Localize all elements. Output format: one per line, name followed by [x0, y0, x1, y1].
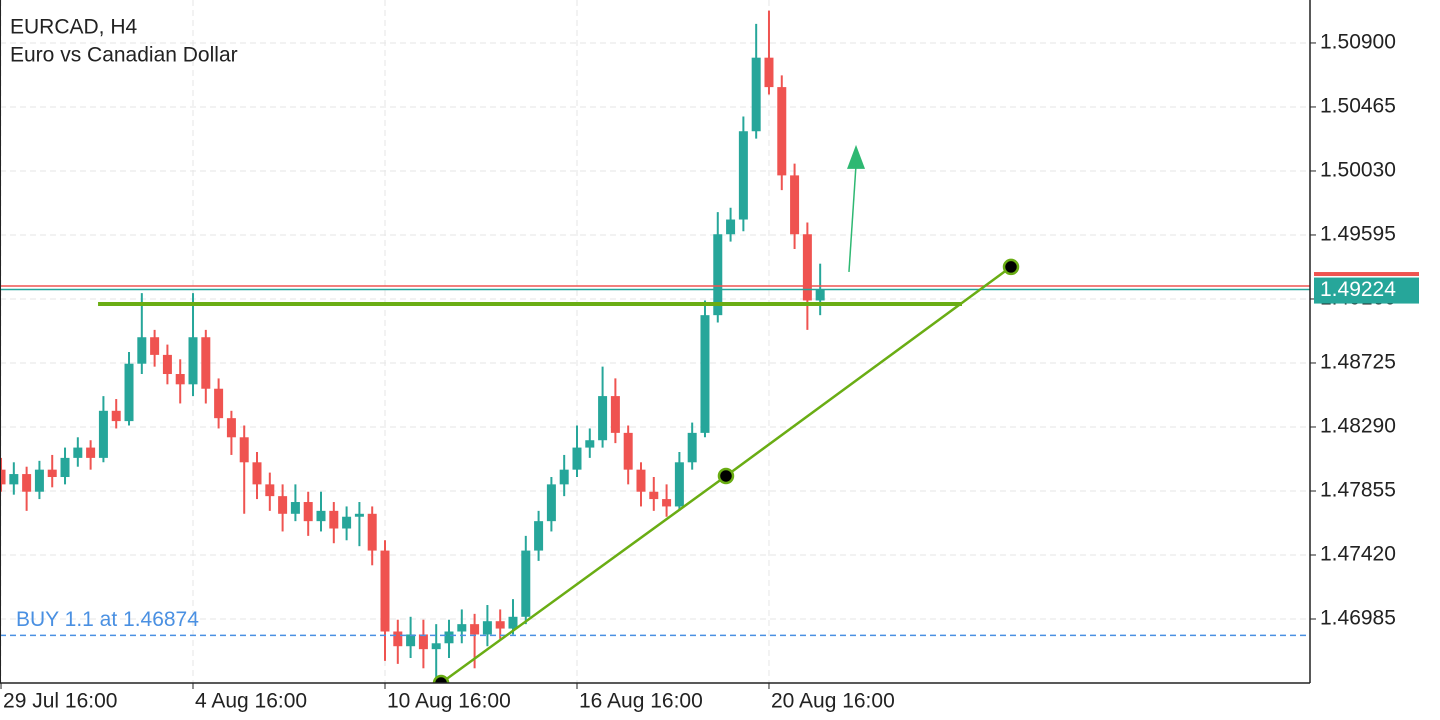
candle-body: [585, 440, 595, 448]
y-tick-label: 1.50030: [1320, 159, 1396, 182]
candle-body: [546, 484, 556, 522]
candle-body: [354, 513, 364, 517]
candle-body: [303, 502, 313, 522]
y-tick-label: 1.48290: [1320, 415, 1396, 438]
candle-body: [700, 315, 710, 433]
candle-body: [649, 491, 659, 500]
candle-body: [713, 234, 723, 316]
candle-body: [431, 643, 441, 650]
candle-body: [751, 57, 761, 132]
arrow-shaft: [848, 164, 857, 272]
trendline-anchor: [1002, 258, 1020, 276]
candle-body: [9, 474, 19, 485]
x-tick-label: 20 Aug 16:00: [771, 690, 895, 713]
trendline-anchor: [717, 467, 735, 485]
candle-body: [290, 502, 300, 514]
candle-body: [726, 219, 736, 235]
y-tick-label: 1.49595: [1320, 223, 1396, 246]
y-tick-label: 1.50900: [1320, 31, 1396, 54]
candle-body: [534, 521, 544, 551]
candle-body: [252, 462, 262, 485]
candle-body: [367, 513, 377, 551]
candle-body: [265, 484, 275, 497]
candle-body: [815, 289, 825, 301]
candle-body: [687, 432, 697, 463]
candle-body: [802, 234, 812, 301]
candle-body: [278, 496, 288, 514]
y-tick-label: 1.48725: [1320, 351, 1396, 374]
plot-area: [0, 10, 1310, 683]
candle-body: [470, 624, 480, 635]
candle-body: [0, 469, 6, 485]
trendline-anchor: [432, 674, 450, 683]
candle-body: [521, 550, 531, 617]
symbol-title: EURCAD, H4: [10, 16, 138, 39]
ask-tag: [1314, 272, 1419, 277]
candle-body: [22, 474, 32, 492]
x-tick-label: 4 Aug 16:00: [195, 690, 307, 713]
candle-body: [214, 388, 224, 419]
x-tick-label: 10 Aug 16:00: [387, 690, 511, 713]
symbol-description: Euro vs Canadian Dollar: [10, 44, 238, 67]
candle-body: [380, 550, 390, 632]
candle-body: [162, 354, 172, 375]
candle-body: [406, 634, 416, 647]
y-tick-label: 1.50465: [1320, 95, 1396, 118]
arrow-head: [847, 144, 866, 169]
candle-body: [777, 87, 787, 176]
candle-body: [559, 469, 569, 485]
candle-body: [623, 432, 633, 470]
candle-body: [572, 447, 582, 470]
candle-body: [636, 469, 646, 492]
candle-body: [47, 469, 57, 478]
candle-body: [662, 499, 672, 507]
candle-body: [342, 516, 352, 529]
candle-body: [610, 396, 620, 433]
candle-body: [393, 631, 403, 647]
candle-body: [674, 462, 684, 507]
candle-body: [60, 457, 70, 478]
candle-body: [226, 418, 236, 438]
candle-body: [201, 337, 211, 389]
candle-body: [150, 337, 160, 355]
candle-body: [329, 510, 339, 529]
candle-body: [482, 621, 492, 635]
candle-body: [137, 337, 147, 364]
last-price-tag: [1314, 277, 1419, 304]
candle-body: [790, 175, 800, 235]
buy-order-label: BUY 1.1 at 1.46874: [16, 608, 199, 631]
candle-body: [598, 396, 608, 441]
candle-body: [188, 337, 198, 385]
candle-body: [508, 616, 518, 629]
candle-body: [444, 631, 454, 644]
candle-body: [457, 624, 467, 632]
candle-body: [418, 634, 428, 650]
candle-body: [738, 131, 748, 220]
x-tick-label: 16 Aug 16:00: [579, 690, 703, 713]
y-tick-label: 1.46985: [1320, 607, 1396, 630]
candle-body: [124, 363, 134, 422]
candle-body: [34, 469, 44, 492]
candle-body: [98, 410, 108, 458]
candle-body: [239, 437, 249, 463]
grid: [0, 0, 1310, 683]
x-tick-label: 29 Jul 16:00: [3, 690, 117, 713]
candle-body: [175, 374, 185, 385]
y-tick-label: 1.47855: [1320, 479, 1396, 502]
last-price-label: 1.49224: [1320, 278, 1396, 301]
y-tick-label: 1.47420: [1320, 543, 1396, 566]
candle-body: [73, 447, 83, 458]
candle-body: [495, 621, 505, 629]
candle-body: [316, 510, 326, 522]
candle-body: [764, 57, 774, 88]
candle-body: [111, 410, 121, 422]
candle-body: [86, 447, 96, 458]
